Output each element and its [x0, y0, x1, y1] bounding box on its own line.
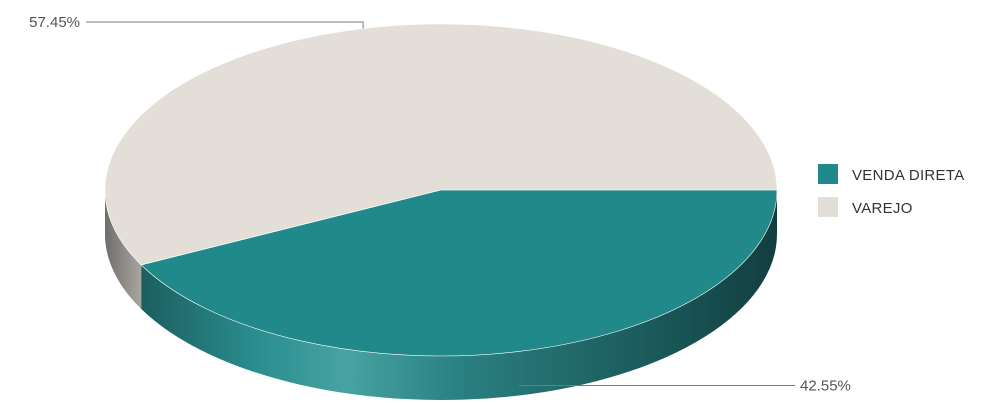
data-label-venda-direta: 42.55%: [800, 377, 851, 394]
leader-line-varejo: [86, 21, 364, 29]
legend-item-varejo[interactable]: VAREJO: [818, 197, 913, 217]
data-label-varejo: 57.45%: [29, 14, 80, 31]
pie-side-venda-direta: [141, 190, 778, 400]
legend-label-varejo: VAREJO: [852, 200, 913, 217]
legend-swatch-venda-direta: [818, 164, 838, 184]
pie-slices: [104, 23, 778, 357]
legend-item-venda-direta[interactable]: VENDA DIRETA: [818, 164, 965, 184]
pie-slice-venda-direta[interactable]: [140, 189, 778, 357]
data-labels: 42.55% 57.45%: [29, 14, 851, 394]
pie-side-varejo: [105, 190, 142, 309]
legend-label-venda-direta: VENDA DIRETA: [852, 167, 965, 184]
pie-sides: [105, 190, 778, 400]
legend-swatch-varejo: [818, 197, 838, 217]
legend: VENDA DIRETA VAREJO: [818, 164, 965, 217]
